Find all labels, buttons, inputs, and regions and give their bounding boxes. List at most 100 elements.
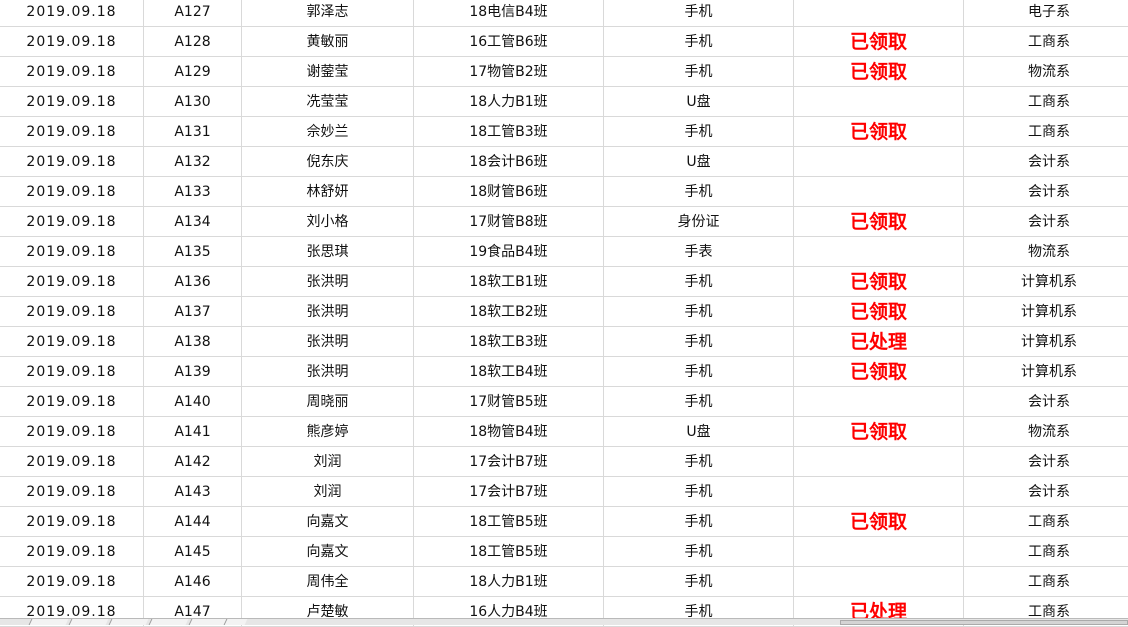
date-cell[interactable]: 2019.09.18 [0,357,144,386]
sheet-tab[interactable] [68,619,109,625]
item-cell[interactable]: 手机 [604,507,794,536]
status-cell[interactable]: 已领取 [794,267,964,296]
date-cell[interactable]: 2019.09.18 [0,57,144,86]
date-cell[interactable]: 2019.09.18 [0,267,144,296]
date-cell[interactable]: 2019.09.18 [0,87,144,116]
item-cell[interactable]: 手机 [604,387,794,416]
id-cell[interactable]: A129 [144,57,242,86]
date-cell[interactable]: 2019.09.18 [0,477,144,506]
class-cell[interactable]: 18软工B2班 [414,297,604,326]
class-cell[interactable]: 18财管B6班 [414,177,604,206]
class-cell[interactable]: 17财管B5班 [414,387,604,416]
id-cell[interactable]: A138 [144,327,242,356]
date-cell[interactable]: 2019.09.18 [0,387,144,416]
item-cell[interactable]: 身份证 [604,207,794,236]
name-cell[interactable]: 林舒妍 [242,177,414,206]
class-cell[interactable]: 18软工B1班 [414,267,604,296]
name-cell[interactable]: 向嘉文 [242,537,414,566]
status-cell[interactable]: 已领取 [794,417,964,446]
department-cell[interactable]: 物流系 [1028,424,1070,440]
name-cell[interactable]: 熊彦婷 [242,417,414,446]
name-cell[interactable]: 刘润 [242,447,414,476]
date-cell[interactable]: 2019.09.18 [0,537,144,566]
name-cell[interactable]: 张思琪 [242,237,414,266]
id-cell[interactable]: A134 [144,207,242,236]
status-cell[interactable]: 已领取 [794,207,964,236]
sheet-tab[interactable] [148,619,189,625]
status-cell[interactable]: 已领取 [794,117,964,146]
sheet-tab[interactable] [188,619,229,625]
name-cell[interactable]: 刘小格 [242,207,414,236]
name-cell[interactable]: 倪东庆 [242,147,414,176]
id-cell[interactable]: A146 [144,567,242,596]
item-cell[interactable]: U盘 [604,417,794,446]
class-cell[interactable]: 18软工B4班 [414,357,604,386]
department-cell[interactable]: 会计系 [1028,214,1070,230]
department-cell[interactable]: 工商系 [1028,94,1070,110]
department-cell[interactable]: 会计系 [1028,184,1070,200]
horizontal-scrollbar[interactable] [840,620,1128,625]
status-cell[interactable]: 已领取 [794,507,964,536]
id-cell[interactable]: A128 [144,27,242,56]
item-cell[interactable]: 手机 [604,597,794,626]
class-cell[interactable]: 18工管B3班 [414,117,604,146]
name-cell[interactable]: 张洪明 [242,267,414,296]
department-cell[interactable]: 计算机系 [1021,334,1077,350]
class-cell[interactable]: 18工管B5班 [414,507,604,536]
date-cell[interactable]: 2019.09.18 [0,117,144,146]
item-cell[interactable]: 手机 [604,0,794,26]
status-cell[interactable] [794,147,964,176]
name-cell[interactable]: 黄敏丽 [242,27,414,56]
class-cell[interactable]: 17物管B2班 [414,57,604,86]
department-cell[interactable]: 会计系 [1028,154,1070,170]
id-cell[interactable]: A142 [144,447,242,476]
department-cell[interactable]: 电子系 [1028,4,1070,20]
department-cell[interactable]: 工商系 [1028,124,1070,140]
item-cell[interactable]: 手机 [604,567,794,596]
class-cell[interactable]: 18工管B5班 [414,537,604,566]
id-cell[interactable]: A131 [144,117,242,146]
class-cell[interactable]: 18人力B1班 [414,87,604,116]
item-cell[interactable]: 手表 [604,237,794,266]
name-cell[interactable]: 周伟全 [242,567,414,596]
id-cell[interactable]: A130 [144,87,242,116]
item-cell[interactable]: 手机 [604,327,794,356]
date-cell[interactable]: 2019.09.18 [0,147,144,176]
class-cell[interactable]: 18软工B3班 [414,327,604,356]
status-cell[interactable] [794,477,964,506]
department-cell[interactable]: 物流系 [1028,64,1070,80]
id-cell[interactable]: A143 [144,477,242,506]
name-cell[interactable]: 佘妙兰 [242,117,414,146]
id-cell[interactable]: A135 [144,237,242,266]
id-cell[interactable]: A127 [144,0,242,26]
id-cell[interactable]: A137 [144,297,242,326]
class-cell[interactable]: 16工管B6班 [414,27,604,56]
department-cell[interactable]: 会计系 [1028,484,1070,500]
department-cell[interactable]: 会计系 [1028,394,1070,410]
id-cell[interactable]: A133 [144,177,242,206]
class-cell[interactable]: 18电信B4班 [414,0,604,26]
item-cell[interactable]: U盘 [604,87,794,116]
item-cell[interactable]: U盘 [604,147,794,176]
name-cell[interactable]: 卢楚敏 [242,597,414,626]
status-cell[interactable] [794,0,964,26]
class-cell[interactable]: 17会计B7班 [414,447,604,476]
date-cell[interactable]: 2019.09.18 [0,567,144,596]
status-cell[interactable]: 已领取 [794,27,964,56]
date-cell[interactable]: 2019.09.18 [0,507,144,536]
add-sheet-icon[interactable] [223,619,248,625]
name-cell[interactable]: 郭泽志 [242,0,414,26]
date-cell[interactable]: 2019.09.18 [0,297,144,326]
class-cell[interactable]: 18会计B6班 [414,147,604,176]
name-cell[interactable]: 向嘉文 [242,507,414,536]
department-cell[interactable]: 工商系 [1028,514,1070,530]
date-cell[interactable]: 2019.09.18 [0,27,144,56]
name-cell[interactable]: 张洪明 [242,327,414,356]
item-cell[interactable]: 手机 [604,357,794,386]
item-cell[interactable]: 手机 [604,117,794,146]
sheet-tab[interactable] [28,619,69,625]
class-cell[interactable]: 17财管B8班 [414,207,604,236]
date-cell[interactable]: 2019.09.18 [0,417,144,446]
class-cell[interactable]: 19食品B4班 [414,237,604,266]
status-cell[interactable] [794,567,964,596]
